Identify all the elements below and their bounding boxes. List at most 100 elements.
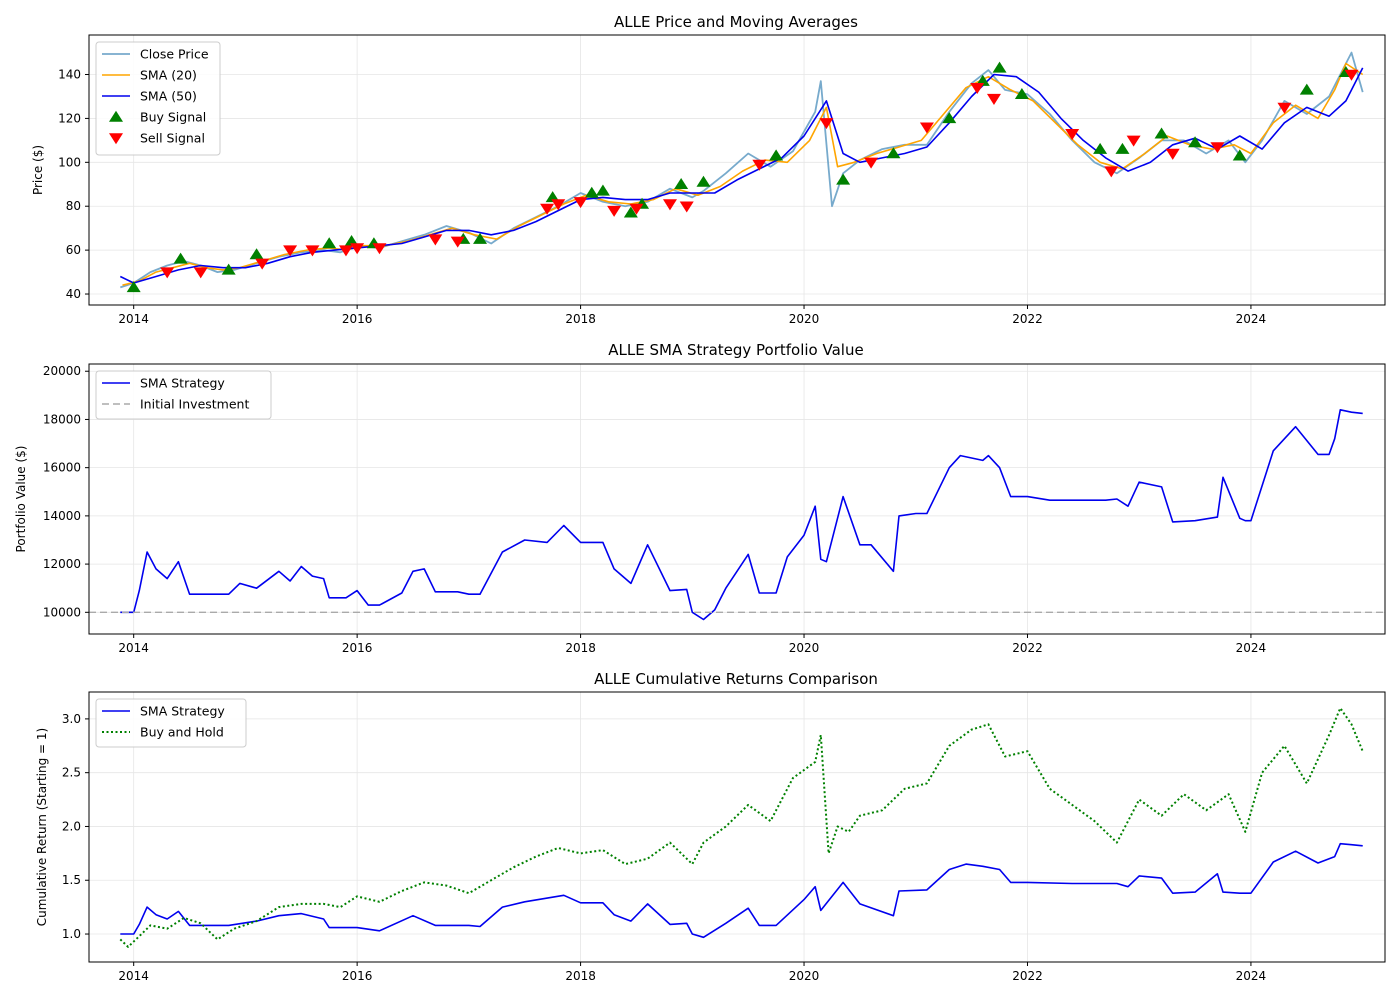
x-tick-label: 2022 (1012, 641, 1043, 655)
y-tick-label: 2.0 (62, 819, 81, 833)
buy-and-hold-line (119, 707, 1364, 948)
ticks: 2014 2016 2018 2020 2022 2024 1.0 1.5 2.0 2.5 3.0 (62, 712, 1266, 983)
x-tick-label: 2020 (789, 969, 820, 983)
y-axis-label: Price ($) (31, 145, 45, 195)
sell-signal-marker (255, 258, 270, 270)
buy-signal-marker (1299, 83, 1314, 95)
sell-signal-marker (1104, 166, 1119, 178)
x-tick-label: 2024 (1236, 641, 1267, 655)
y-tick-label: 10000 (43, 605, 81, 619)
x-tick-label: 2016 (342, 641, 373, 655)
chart-panel-2: 2014 2016 2018 2020 2022 2024 10000 12000 14000 1… (14, 341, 1386, 655)
axes-frame (88, 363, 1386, 635)
sell-signal-marker (540, 203, 555, 215)
sell-signal-marker (1210, 142, 1225, 154)
buy-signal-marker (1188, 136, 1203, 148)
sell-signal-marker (819, 118, 834, 130)
legend-marker (109, 133, 123, 145)
legend-item: Initial Investment (102, 397, 249, 412)
y-tick-label: 16000 (43, 461, 81, 475)
sell-signal-markers (160, 69, 1359, 279)
y-tick-label: 120 (58, 111, 81, 125)
legend-label: Initial Investment (140, 397, 249, 412)
legend-label: SMA (20) (140, 68, 197, 83)
x-tick-label: 2014 (118, 969, 149, 983)
sell-signal-marker (551, 199, 566, 211)
x-tick-label: 2020 (789, 641, 820, 655)
legend: Close Price SMA (20) SMA (50) Buy Signal Sel… (95, 41, 221, 156)
sell-signal-marker (428, 234, 443, 246)
legend: SMA Strategy Initial Investment (95, 370, 272, 420)
axes-frame (88, 691, 1386, 963)
chart-title: ALLE Price and Moving Averages (614, 13, 858, 31)
y-tick-label: 20000 (43, 364, 81, 378)
y-tick-label: 140 (58, 68, 81, 82)
chart-panel-1: 2014 2016 2018 2020 2022 2024 40 60 80 100 120 140 A… (31, 13, 1386, 326)
legend-label: Sell Signal (140, 131, 205, 146)
y-axis-label: Portfolio Value ($) (14, 446, 28, 553)
x-tick-label: 2022 (1012, 312, 1043, 326)
sell-signal-marker (1126, 135, 1141, 147)
y-tick-label: 40 (66, 287, 81, 301)
sell-signal-marker (919, 122, 934, 134)
buy-signal-marker (322, 237, 337, 249)
y-tick-label: 1.5 (62, 873, 81, 887)
sell-signal-marker (986, 93, 1001, 105)
sell-signal-marker (662, 199, 677, 211)
sma-strategy-line (120, 408, 1363, 621)
buy-signal-marker (674, 177, 689, 189)
x-tick-label: 2016 (342, 312, 373, 326)
buy-signal-marker (886, 147, 901, 159)
legend-label: Buy Signal (140, 110, 206, 125)
y-tick-label: 1.0 (62, 927, 81, 941)
x-tick-label: 2022 (1012, 969, 1043, 983)
sell-signal-marker (1065, 129, 1080, 141)
sell-signal-marker (372, 243, 387, 255)
legend-item: Buy Signal (109, 110, 206, 125)
buy-signal-marker (1093, 142, 1108, 154)
ticks: 2014 2016 2018 2020 2022 2024 10000 12000 14000 1… (43, 364, 1266, 655)
y-tick-label: 3.0 (62, 712, 81, 726)
sell-signal-marker (629, 203, 644, 215)
buy-signal-marker (1232, 149, 1247, 161)
legend-item: SMA Strategy (102, 376, 225, 391)
y-tick-label: 2.5 (62, 766, 81, 780)
ticks: 2014 2016 2018 2020 2022 2024 40 60 80 100 120 140 (58, 68, 1266, 326)
x-tick-label: 2016 (342, 969, 373, 983)
buy-signal-marker (126, 281, 141, 293)
buy-signal-marker (992, 61, 1007, 73)
chart-title: ALLE SMA Strategy Portfolio Value (608, 341, 863, 359)
sell-signal-marker (679, 201, 694, 213)
sell-signal-marker (338, 245, 353, 257)
sell-signal-marker (193, 267, 208, 279)
x-tick-label: 2020 (789, 312, 820, 326)
legend-box (95, 41, 221, 156)
sell-signal-marker (450, 236, 465, 248)
y-tick-label: 18000 (43, 412, 81, 426)
x-tick-label: 2024 (1236, 969, 1267, 983)
y-axis-label: Cumulative Return (Starting = 1) (35, 728, 49, 927)
buy-signal-marker (836, 173, 851, 185)
legend-label: SMA Strategy (140, 704, 225, 719)
buy-signal-marker (595, 184, 610, 196)
legend-box (95, 370, 272, 420)
plot-area (89, 408, 1385, 621)
sell-signal-marker (305, 245, 320, 257)
legend-item: SMA Strategy (102, 704, 225, 719)
plot-area (119, 707, 1364, 948)
y-tick-label: 80 (66, 199, 81, 213)
sell-signal-marker (864, 157, 879, 169)
legend-label: SMA (50) (140, 89, 197, 104)
legend-item: Close Price (102, 47, 209, 62)
buy-signal-marker (696, 175, 711, 187)
buy-signal-marker (623, 206, 638, 218)
legend: SMA Strategy Buy and Hold (95, 698, 247, 748)
sell-signal-marker (1344, 69, 1359, 81)
buy-signal-marker (1154, 127, 1169, 139)
legend-label: SMA Strategy (140, 376, 225, 391)
x-tick-label: 2018 (565, 312, 596, 326)
x-tick-label: 2024 (1236, 312, 1267, 326)
sell-signal-marker (1165, 148, 1180, 160)
sell-signal-marker (1277, 102, 1292, 114)
